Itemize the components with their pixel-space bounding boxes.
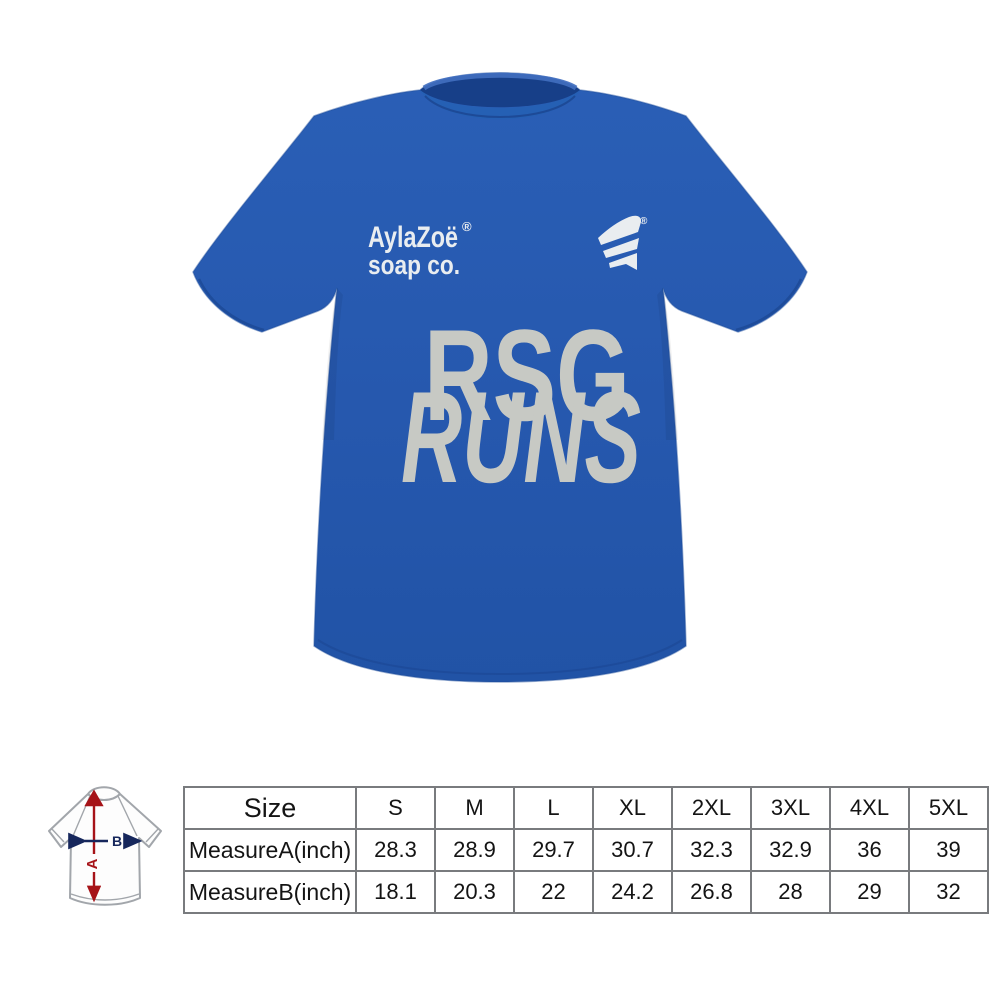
measure-b-2xl: 26.8 <box>671 870 752 914</box>
measure-a-l: 29.7 <box>513 828 594 872</box>
size-chart-header-m: M <box>434 786 515 830</box>
measure-b-s: 18.1 <box>355 870 436 914</box>
measure-a-4xl: 36 <box>829 828 910 872</box>
print-line2: RUNS <box>401 364 641 510</box>
left-cuff-seam <box>197 278 265 332</box>
size-chart-header-2xl: 2XL <box>671 786 752 830</box>
brand-reg-mark-icon: ® <box>462 219 472 234</box>
measure-a-row-label: MeasureA(inch) <box>183 828 357 872</box>
measure-b-xl: 24.2 <box>592 870 673 914</box>
print-line1: RSG <box>424 302 630 448</box>
size-chart-table: Size S M L XL 2XL 3XL 4XL 5XL MeasureA(i… <box>183 786 989 914</box>
measure-b-4xl: 29 <box>829 870 910 914</box>
brand-text-line1: AylaZoë <box>368 221 458 254</box>
measure-a-label: A <box>84 858 101 869</box>
measure-a-m: 28.9 <box>434 828 515 872</box>
collar-back-band <box>422 72 578 91</box>
measure-b-label: B <box>112 833 122 849</box>
measure-a-5xl: 39 <box>908 828 989 872</box>
shirt-body <box>192 72 808 683</box>
measure-a-xl: 30.7 <box>592 828 673 872</box>
tshirt-product-photo: AylaZoë ® soap co. ® RSG RUNS <box>192 72 808 683</box>
diagram-tshirt-outline <box>48 786 162 906</box>
size-chart-header-4xl: 4XL <box>829 786 910 830</box>
measure-b-l: 22 <box>513 870 594 914</box>
measure-b-row-label: MeasureB(inch) <box>183 870 357 914</box>
measure-a-row: MeasureA(inch) 28.3 28.9 29.7 30.7 32.3 … <box>183 828 989 872</box>
chest-logo-r-swoosh-icon: ® <box>598 215 648 270</box>
size-chart-header-5xl: 5XL <box>908 786 989 830</box>
chest-logo-reg-mark-icon: ® <box>640 216 648 227</box>
size-measure-diagram: A B <box>48 786 162 906</box>
measure-a-2xl: 32.3 <box>671 828 752 872</box>
collar-seam <box>424 95 576 118</box>
shade-left <box>322 288 343 440</box>
measure-b-5xl: 32 <box>908 870 989 914</box>
size-chart-header-l: L <box>513 786 594 830</box>
measure-a-3xl: 32.9 <box>750 828 831 872</box>
measure-b-3xl: 28 <box>750 870 831 914</box>
size-chart-header-row: Size S M L XL 2XL 3XL 4XL 5XL <box>183 786 989 830</box>
brand-text-line2: soap co. <box>368 250 460 280</box>
shade-right <box>657 288 678 440</box>
size-chart-header-xl: XL <box>592 786 673 830</box>
size-chart-header-3xl: 3XL <box>750 786 831 830</box>
hem-seam <box>317 639 683 676</box>
neck-opening <box>420 73 580 108</box>
measure-b-m: 20.3 <box>434 870 515 914</box>
right-cuff-seam <box>735 278 803 332</box>
size-chart-header-s: S <box>355 786 436 830</box>
collar <box>420 72 580 120</box>
measure-a-s: 28.3 <box>355 828 436 872</box>
size-chart-header-size: Size <box>183 786 357 830</box>
measure-b-row: MeasureB(inch) 18.1 20.3 22 24.2 26.8 28… <box>183 870 989 914</box>
